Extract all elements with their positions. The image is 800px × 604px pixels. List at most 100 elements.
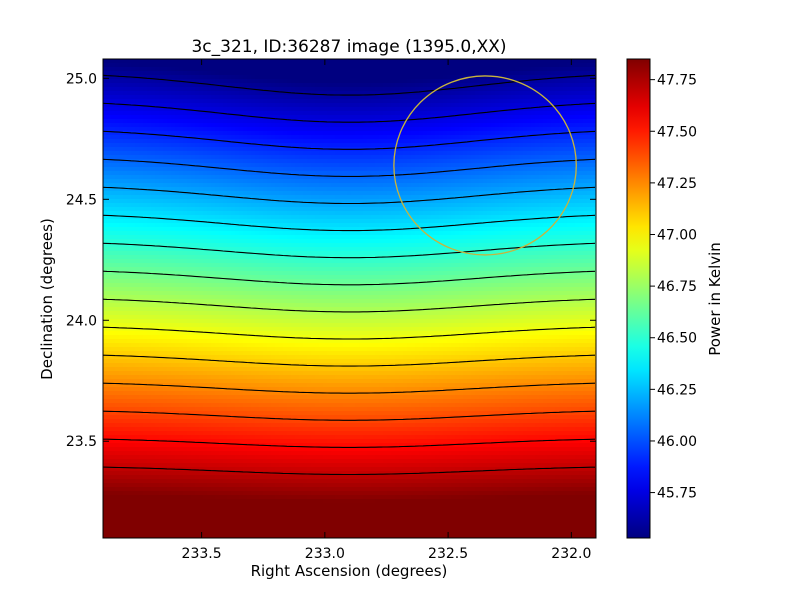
heatmap-cell — [507, 179, 512, 184]
heatmap-cell — [303, 163, 308, 168]
heatmap-cell — [211, 183, 216, 188]
heatmap-cell — [471, 71, 476, 76]
heatmap-cell — [227, 95, 232, 100]
heatmap-cell — [295, 111, 300, 116]
heatmap-cell — [475, 171, 480, 176]
heatmap-cell — [539, 111, 544, 116]
heatmap-cell — [143, 119, 148, 124]
heatmap-cell — [451, 103, 456, 108]
heatmap-cell — [363, 195, 368, 200]
heatmap-cell — [239, 219, 244, 224]
heatmap-cell — [543, 207, 548, 212]
heatmap-cell — [567, 123, 572, 128]
heatmap-cell — [235, 147, 240, 152]
heatmap-cell — [135, 99, 140, 104]
heatmap-cell — [391, 191, 396, 196]
heatmap-cell — [467, 111, 472, 116]
heatmap-cell — [283, 67, 288, 72]
heatmap-cell — [575, 131, 580, 136]
heatmap-cell — [119, 111, 124, 116]
heatmap-cell — [459, 199, 464, 204]
heatmap-cell — [591, 91, 596, 96]
heatmap-cell — [327, 187, 332, 192]
heatmap-cell — [587, 91, 592, 96]
heatmap-cell — [323, 83, 328, 88]
heatmap-cell — [411, 183, 416, 188]
heatmap-cell — [307, 139, 312, 144]
heatmap-cell — [579, 119, 584, 124]
heatmap-cell — [111, 95, 116, 100]
heatmap-cell — [227, 211, 232, 216]
heatmap-cell — [207, 87, 212, 92]
heatmap-cell — [187, 107, 192, 112]
heatmap-cell — [131, 63, 136, 68]
heatmap-cell — [563, 87, 568, 92]
heatmap-cell — [223, 167, 228, 172]
heatmap-cell — [299, 207, 304, 212]
heatmap-cell — [531, 187, 536, 192]
heatmap-cell — [399, 155, 404, 160]
heatmap-cell — [283, 111, 288, 116]
heatmap-cell — [103, 167, 108, 172]
heatmap-cell — [155, 67, 160, 72]
heatmap-cell — [135, 167, 140, 172]
heatmap-cell — [211, 131, 216, 136]
heatmap-cell — [131, 167, 136, 172]
heatmap-cell — [375, 59, 380, 64]
heatmap-cell — [243, 159, 248, 164]
heatmap-cell — [283, 135, 288, 140]
heatmap-cell — [279, 147, 284, 152]
heatmap-cell — [195, 103, 200, 108]
heatmap-cell — [399, 159, 404, 164]
heatmap-cell — [251, 123, 256, 128]
heatmap-cell — [379, 183, 384, 188]
heatmap-cell — [231, 119, 236, 124]
heatmap-cell — [207, 171, 212, 176]
heatmap-cell — [155, 151, 160, 156]
heatmap-cell — [111, 159, 116, 164]
heatmap-cell — [243, 123, 248, 128]
heatmap-cell — [323, 71, 328, 76]
heatmap-cell — [527, 167, 532, 172]
heatmap-cell — [355, 207, 360, 212]
heatmap-cell — [167, 207, 172, 212]
heatmap-cell — [511, 123, 516, 128]
heatmap-cell — [591, 83, 596, 88]
heatmap-cell — [339, 163, 344, 168]
heatmap-cell — [467, 107, 472, 112]
heatmap-cell — [403, 79, 408, 84]
heatmap-cell — [391, 63, 396, 68]
heatmap-cell — [363, 87, 368, 92]
heatmap-cell — [347, 91, 352, 96]
heatmap-cell — [371, 63, 376, 68]
heatmap-cell — [275, 79, 280, 84]
heatmap-cell — [151, 215, 156, 220]
heatmap-cell — [279, 83, 284, 88]
heatmap-cell — [511, 167, 516, 172]
heatmap-cell — [367, 107, 372, 112]
heatmap-cell — [347, 151, 352, 156]
heatmap-cell — [411, 95, 416, 100]
heatmap-cell — [531, 67, 536, 72]
heatmap-cell — [339, 91, 344, 96]
heatmap-cell — [591, 143, 596, 148]
heatmap-cell — [303, 171, 308, 176]
heatmap-cell — [207, 163, 212, 168]
heatmap-cell — [459, 99, 464, 104]
heatmap-cell — [519, 211, 524, 216]
heatmap-cell — [347, 207, 352, 212]
heatmap-cell — [471, 183, 476, 188]
heatmap-cell — [223, 63, 228, 68]
heatmap-cell — [127, 199, 132, 204]
heatmap-cell — [415, 135, 420, 140]
heatmap-cell — [119, 175, 124, 180]
heatmap-cell — [375, 123, 380, 128]
heatmap-cell — [475, 187, 480, 192]
heatmap-cell — [535, 175, 540, 180]
heatmap-cell — [363, 83, 368, 88]
heatmap-cell — [379, 155, 384, 160]
heatmap-cell — [419, 87, 424, 92]
heatmap-cell — [263, 107, 268, 112]
heatmap-cell — [351, 63, 356, 68]
heatmap-cell — [291, 139, 296, 144]
